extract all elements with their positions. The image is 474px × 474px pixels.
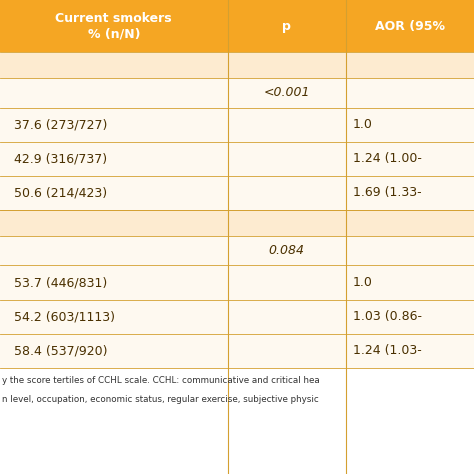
Text: 1.24 (1.03-: 1.24 (1.03- <box>353 344 422 357</box>
Bar <box>0 300 474 334</box>
Bar <box>0 334 474 368</box>
Text: 37.6 (273/727): 37.6 (273/727) <box>14 118 108 131</box>
Text: 1.69 (1.33-: 1.69 (1.33- <box>353 186 422 200</box>
Text: AOR (95%: AOR (95% <box>375 19 445 33</box>
Text: p: p <box>283 19 291 33</box>
Text: Current smokers
% (n/N): Current smokers % (n/N) <box>55 11 172 41</box>
Text: <0.001: <0.001 <box>264 86 310 100</box>
Bar <box>0 142 474 176</box>
Text: y the score tertiles of CCHL scale. CCHL: communicative and critical hea: y the score tertiles of CCHL scale. CCHL… <box>2 376 320 385</box>
Text: 58.4 (537/920): 58.4 (537/920) <box>14 344 108 357</box>
Text: 50.6 (214/423): 50.6 (214/423) <box>14 186 107 200</box>
Text: 54.2 (603/1113): 54.2 (603/1113) <box>14 310 115 323</box>
Text: 1.03 (0.86-: 1.03 (0.86- <box>353 310 422 323</box>
Text: 0.084: 0.084 <box>269 244 305 257</box>
Text: 53.7 (446/831): 53.7 (446/831) <box>14 276 108 289</box>
Bar <box>0 78 474 108</box>
Bar <box>0 265 474 300</box>
Bar <box>0 236 474 265</box>
Bar <box>0 52 474 78</box>
Bar <box>0 176 474 210</box>
Text: 1.0: 1.0 <box>353 118 373 131</box>
Text: 42.9 (316/737): 42.9 (316/737) <box>14 152 107 165</box>
Text: 1.0: 1.0 <box>353 276 373 289</box>
Bar <box>0 368 474 474</box>
Bar <box>0 108 474 142</box>
Text: n level, occupation, economic status, regular exercise, subjective physic: n level, occupation, economic status, re… <box>2 395 319 404</box>
Text: 1.24 (1.00-: 1.24 (1.00- <box>353 152 422 165</box>
Bar <box>0 210 474 236</box>
Bar <box>0 0 474 52</box>
